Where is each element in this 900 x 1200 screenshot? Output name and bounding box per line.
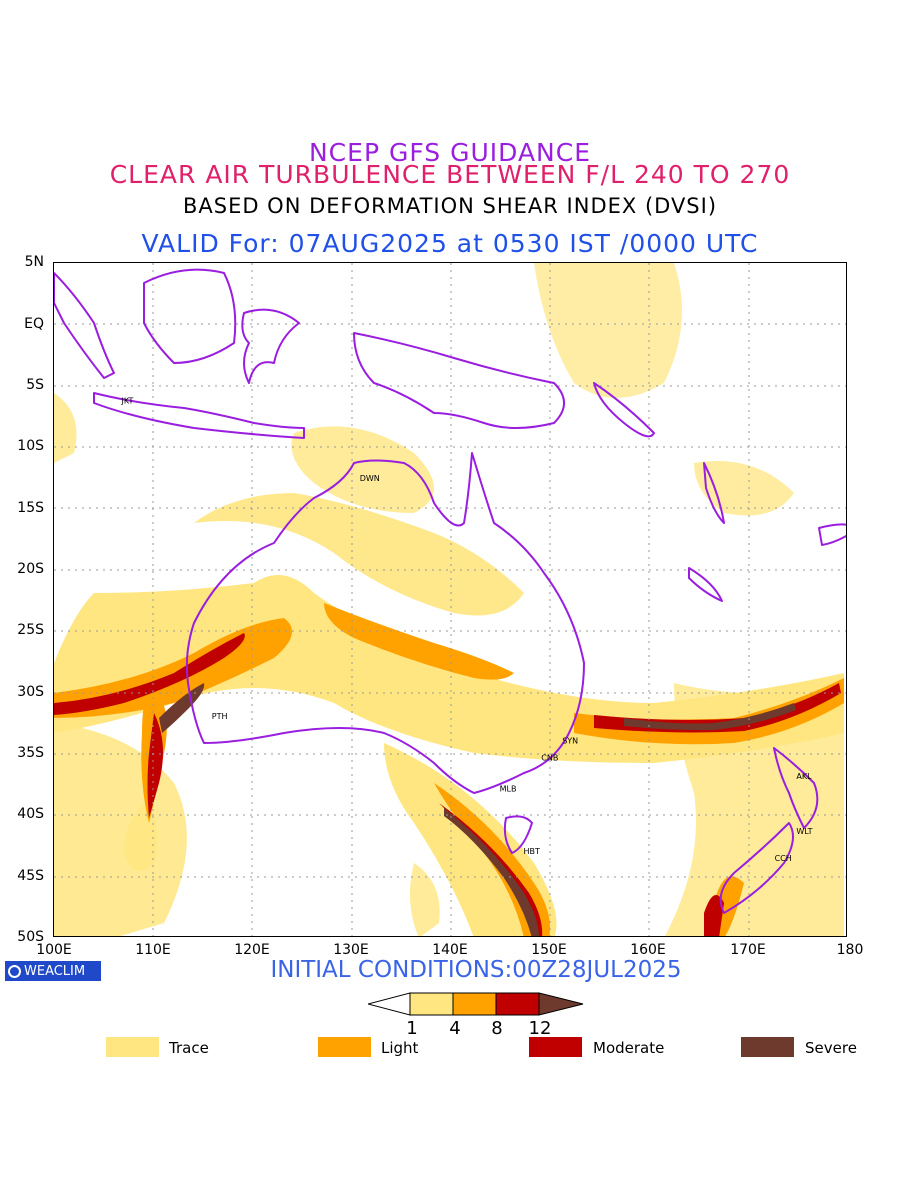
java-coast bbox=[93, 392, 305, 439]
legend-swatch-trace bbox=[106, 1037, 159, 1057]
valid-time: VALID For: 07AUG2025 at 0530 IST /0000 U… bbox=[141, 229, 759, 258]
nz-south-coast bbox=[719, 822, 794, 914]
title-line-2: CLEAR AIR TURBULENCE BETWEEN F/L 240 TO … bbox=[109, 160, 791, 189]
legend-label-moderate: Moderate bbox=[593, 1039, 665, 1057]
logo-icon bbox=[8, 964, 21, 978]
vanuatu-coast bbox=[703, 462, 725, 524]
colorbar-tick: 1 bbox=[406, 1018, 418, 1039]
colorbar-low-arrow bbox=[368, 992, 411, 1016]
legend-label-severe: Severe bbox=[805, 1039, 857, 1057]
colorbar-moderate bbox=[495, 992, 540, 1016]
lon-label: 160E bbox=[630, 942, 666, 958]
lon-label: 150E bbox=[531, 942, 567, 958]
lon-label: 110E bbox=[135, 942, 171, 958]
lat-label: 5N bbox=[24, 254, 44, 270]
colorbar-trace bbox=[409, 992, 454, 1016]
city-label-cnb: CNB bbox=[541, 754, 558, 763]
legend-label-trace: Trace bbox=[169, 1039, 209, 1057]
lat-label: 20S bbox=[17, 561, 44, 577]
city-label-akl: AKL bbox=[796, 772, 812, 781]
lon-label: 120E bbox=[234, 942, 270, 958]
lat-label: EQ bbox=[24, 316, 44, 332]
city-label-cch: CCH bbox=[775, 854, 792, 863]
city-label-jkt: JKT bbox=[121, 397, 134, 406]
weaclim-logo: WEACLIM bbox=[5, 961, 101, 981]
new-guinea-coast bbox=[353, 332, 565, 429]
city-label-hbt: HBT bbox=[524, 847, 541, 856]
title-line-1: NCEP GFS GUIDANCE bbox=[308, 138, 591, 167]
color-bar bbox=[368, 992, 584, 1016]
legend-swatch-light bbox=[318, 1037, 371, 1057]
borneo-coast bbox=[143, 268, 237, 364]
city-label-syn: SYN bbox=[562, 736, 578, 745]
lat-label: 25S bbox=[17, 622, 44, 638]
tasmania-coast bbox=[503, 815, 533, 854]
legend-swatch-severe bbox=[741, 1037, 794, 1057]
lat-label: 45S bbox=[17, 868, 44, 884]
turbulence-map[interactable]: JKT DWN PTH SYN CNB MLB HBT AKL WLT CCH bbox=[53, 262, 847, 937]
new-caledonia-coast bbox=[688, 567, 723, 602]
title-line-3: BASED ON DEFORMATION SHEAR INDEX (DVSI) bbox=[182, 194, 718, 218]
city-markers: JKT DWN PTH SYN CNB MLB HBT AKL WLT CCH bbox=[121, 397, 813, 864]
colorbar-tick: 8 bbox=[491, 1018, 503, 1039]
logo-text: WEACLIM bbox=[24, 963, 86, 979]
colorbar-severe-arrow bbox=[538, 992, 584, 1016]
city-label-mlb: MLB bbox=[500, 784, 517, 793]
initial-conditions: INITIAL CONDITIONS:00Z28JUL2025 bbox=[270, 957, 682, 983]
lat-label: 15S bbox=[17, 500, 44, 516]
colorbar-tick: 12 bbox=[528, 1018, 552, 1039]
fiji-coast bbox=[818, 523, 846, 546]
lon-label: 100E bbox=[36, 942, 72, 958]
australia-coast bbox=[185, 452, 585, 794]
severe-regions bbox=[159, 683, 796, 936]
lon-label: 130E bbox=[333, 942, 369, 958]
lat-label: 10S bbox=[17, 438, 44, 454]
city-label-pth: PTH bbox=[212, 712, 228, 721]
trace-regions bbox=[54, 263, 844, 936]
colorbar-tick: 4 bbox=[449, 1018, 461, 1039]
lon-label: 170E bbox=[730, 942, 766, 958]
lat-label: 35S bbox=[17, 745, 44, 761]
sumatra-coast bbox=[54, 272, 115, 379]
turbulence-map-svg: JKT DWN PTH SYN CNB MLB HBT AKL WLT CCH bbox=[54, 263, 846, 936]
lon-label: 180 bbox=[836, 942, 864, 958]
lat-label: 5S bbox=[26, 377, 44, 393]
lat-label: 30S bbox=[17, 684, 44, 700]
colorbar-light bbox=[452, 992, 497, 1016]
lat-label: 50S bbox=[17, 929, 44, 945]
city-label-dwn: DWN bbox=[360, 474, 380, 483]
lon-label: 140E bbox=[432, 942, 468, 958]
sulawesi-coast bbox=[241, 308, 300, 384]
lat-label: 40S bbox=[17, 806, 44, 822]
solomon-coast bbox=[593, 382, 655, 438]
legend-swatch-moderate bbox=[529, 1037, 582, 1057]
legend-label-light: Light bbox=[381, 1039, 419, 1057]
nz-north-coast bbox=[773, 747, 819, 829]
coastlines bbox=[54, 268, 846, 914]
city-label-wlt: WLT bbox=[796, 827, 812, 836]
